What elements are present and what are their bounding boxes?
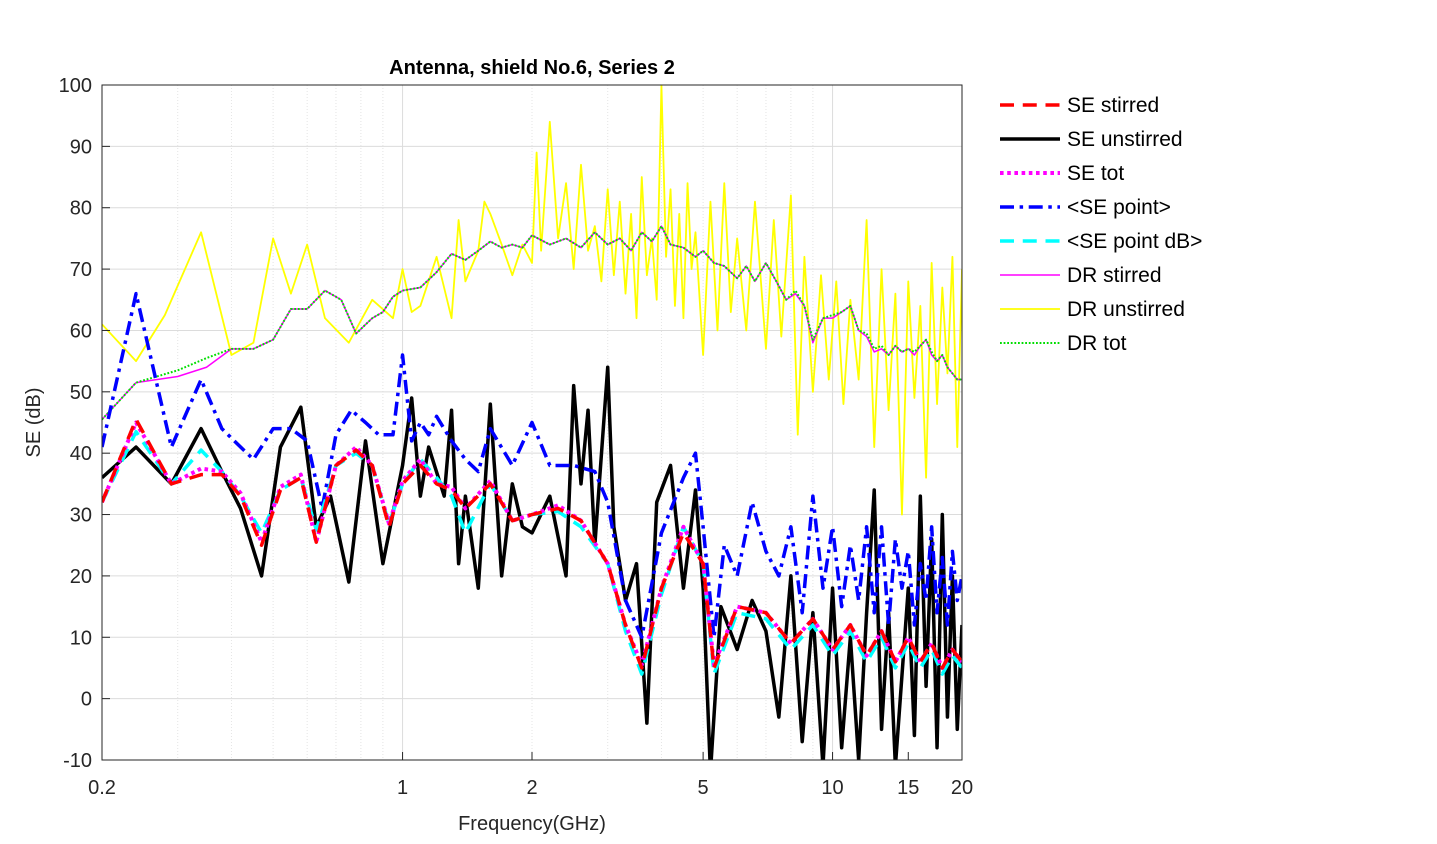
legend-label-dr-unstirred: DR unstirred — [1067, 298, 1185, 321]
y-tick-label: 70 — [70, 259, 92, 281]
legend-label-se-tot: SE tot — [1067, 162, 1124, 185]
y-tick-label: 90 — [70, 136, 92, 158]
x-tick-label: 15 — [897, 777, 919, 799]
ticks: 0.2 1 2 5 10 15 20 -10 0 10 20 30 40 50 60 70 80 90 100 — [59, 75, 974, 799]
series-line-se-point — [102, 291, 962, 640]
series-line-se-stirred — [102, 417, 962, 670]
x-tick-label: 0.2 — [88, 777, 116, 799]
x-tick-label: 20 — [951, 777, 973, 799]
y-axis-label: SE (dB) — [23, 387, 45, 457]
series-layer — [102, 85, 962, 760]
x-tick-label: 5 — [698, 777, 709, 799]
y-tick-label: 20 — [70, 566, 92, 588]
y-tick-label: 100 — [59, 75, 92, 97]
x-tick-label: 1 — [397, 777, 408, 799]
legend-label-dr-tot: DR tot — [1067, 332, 1127, 355]
legend-label-se-stirred: SE stirred — [1067, 94, 1159, 117]
y-tick-label: 80 — [70, 198, 92, 220]
legend-label-se-point-db: <SE point dB> — [1067, 230, 1202, 253]
series-line-dr-unstirred — [102, 85, 962, 516]
x-tick-label: 10 — [821, 777, 843, 799]
x-axis-label: Frequency(GHz) — [458, 813, 606, 835]
y-tick-label: -10 — [63, 750, 92, 772]
legend-label-se-unstirred: SE unstirred — [1067, 128, 1183, 151]
y-tick-label: 10 — [70, 627, 92, 649]
chart-title: Antenna, shield No.6, Series 2 — [389, 57, 675, 79]
x-tick-label: 2 — [526, 777, 537, 799]
y-tick-label: 50 — [70, 382, 92, 404]
series-line-dr-tot — [102, 225, 962, 421]
legend-label-se-point: <SE point> — [1067, 196, 1171, 219]
legend: SE stirred SE unstirred SE tot <SE point> <S… — [1000, 94, 1202, 355]
y-tick-label: 60 — [70, 320, 92, 342]
legend-label-dr-stirred: DR stirred — [1067, 264, 1162, 287]
y-tick-label: 40 — [70, 443, 92, 465]
y-tick-label: 30 — [70, 505, 92, 527]
y-tick-label: 0 — [81, 689, 92, 711]
